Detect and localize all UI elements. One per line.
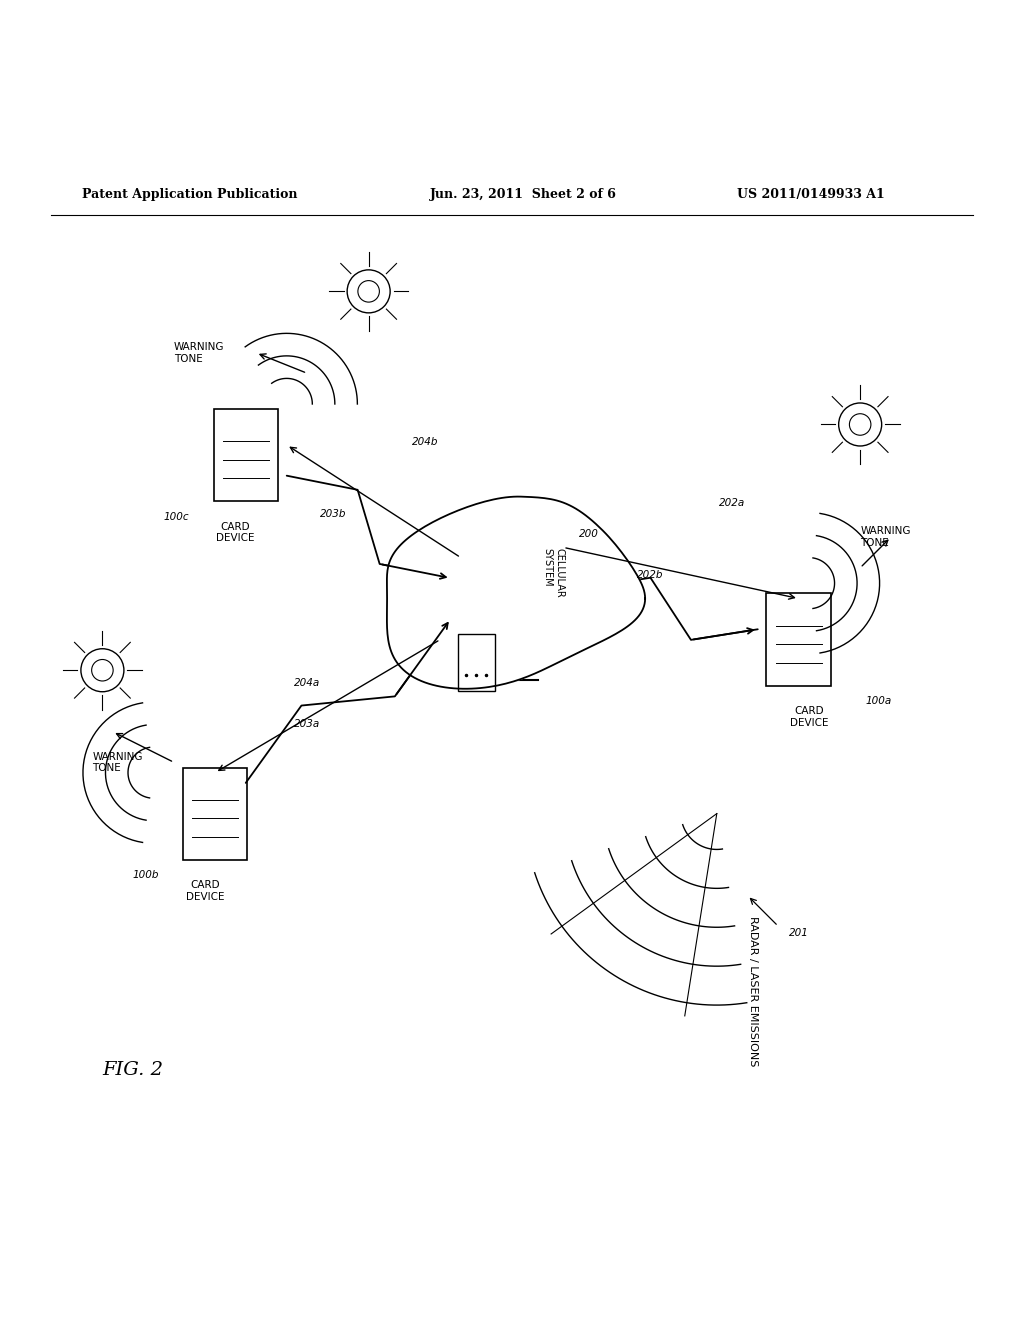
Text: 204b: 204b bbox=[412, 437, 438, 447]
Text: CARD
DEVICE: CARD DEVICE bbox=[790, 706, 828, 727]
Text: 200: 200 bbox=[579, 529, 599, 539]
Bar bbox=[182, 767, 248, 859]
Text: 202b: 202b bbox=[637, 570, 664, 579]
Text: 204a: 204a bbox=[294, 677, 321, 688]
Text: CARD
DEVICE: CARD DEVICE bbox=[185, 880, 224, 902]
Text: Patent Application Publication: Patent Application Publication bbox=[82, 187, 297, 201]
Text: RADAR / LASER EMISSIONS: RADAR / LASER EMISSIONS bbox=[748, 916, 758, 1067]
Text: 100b: 100b bbox=[132, 870, 159, 880]
Polygon shape bbox=[387, 496, 645, 689]
Text: WARNING
TONE: WARNING TONE bbox=[174, 342, 224, 363]
Text: WARNING
TONE: WARNING TONE bbox=[860, 527, 910, 548]
Text: 100c: 100c bbox=[164, 512, 189, 521]
Text: CELLULAR
SYSTEM: CELLULAR SYSTEM bbox=[543, 548, 564, 598]
Text: Jun. 23, 2011  Sheet 2 of 6: Jun. 23, 2011 Sheet 2 of 6 bbox=[430, 187, 616, 201]
Text: 203a: 203a bbox=[294, 718, 321, 729]
Bar bbox=[766, 594, 831, 685]
Text: 201: 201 bbox=[788, 928, 809, 939]
Bar bbox=[213, 409, 278, 502]
Text: CARD
DEVICE: CARD DEVICE bbox=[216, 521, 255, 544]
Text: 203b: 203b bbox=[319, 508, 346, 519]
Bar bbox=[458, 635, 495, 690]
Text: US 2011/0149933 A1: US 2011/0149933 A1 bbox=[737, 187, 885, 201]
Text: WARNING
TONE: WARNING TONE bbox=[92, 751, 142, 774]
Text: FIG. 2: FIG. 2 bbox=[102, 1060, 164, 1078]
Text: 100a: 100a bbox=[865, 696, 892, 706]
Text: 202a: 202a bbox=[719, 499, 745, 508]
